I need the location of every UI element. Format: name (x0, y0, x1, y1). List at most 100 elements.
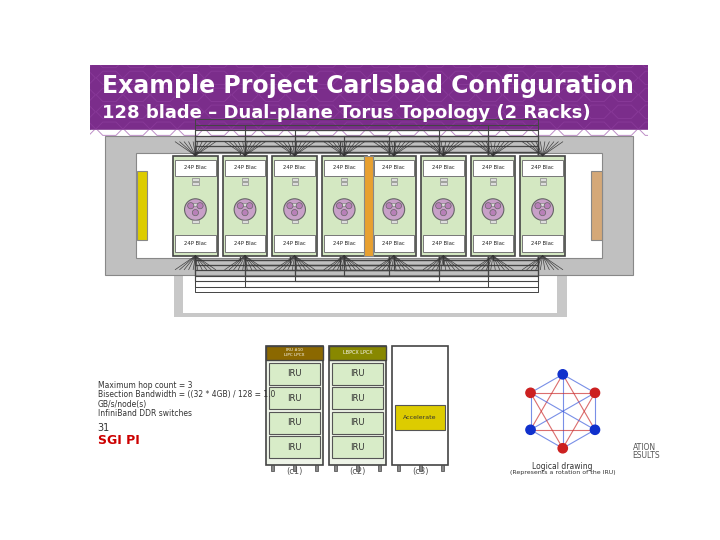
Circle shape (333, 199, 355, 220)
Text: 24P Blac: 24P Blac (184, 241, 207, 246)
Bar (332, 387, 382, 409)
Bar (225, 159, 265, 177)
Bar (539, 220, 546, 224)
Text: LBPCX LPCX: LBPCX LPCX (343, 350, 372, 355)
Text: ESULTS: ESULTS (632, 451, 660, 460)
Text: (Represents a rotation of the IRU): (Represents a rotation of the IRU) (510, 470, 616, 475)
Circle shape (558, 370, 567, 379)
Bar (332, 363, 382, 385)
Circle shape (192, 210, 199, 215)
Circle shape (590, 425, 600, 434)
Bar (341, 178, 347, 181)
Circle shape (495, 202, 500, 209)
Bar (421, 156, 466, 256)
Bar (269, 387, 320, 409)
Bar (341, 182, 347, 185)
Text: 24P Blac: 24P Blac (482, 241, 505, 246)
Circle shape (490, 210, 496, 215)
Circle shape (284, 199, 305, 220)
Text: InfiniBand DDR switches: InfiniBand DDR switches (98, 409, 192, 418)
Text: 24P Blac: 24P Blac (432, 241, 455, 246)
Text: 31: 31 (98, 422, 110, 433)
Bar (441, 220, 446, 224)
Bar (471, 156, 516, 256)
Bar (90, 65, 648, 130)
Text: GB/s/node(s): GB/s/node(s) (98, 400, 147, 409)
Bar (292, 220, 297, 224)
Text: Example Project Carlsbad Configuration: Example Project Carlsbad Configuration (102, 75, 634, 98)
Bar (539, 182, 546, 185)
Bar (391, 178, 397, 181)
Text: Maximum hop count = 3: Maximum hop count = 3 (98, 381, 192, 390)
Circle shape (526, 425, 535, 434)
Bar (104, 137, 634, 275)
Bar (183, 146, 557, 313)
Bar (116, 144, 622, 267)
Bar (392, 346, 449, 465)
Circle shape (287, 202, 293, 209)
Bar (490, 178, 496, 181)
Bar (173, 156, 218, 256)
Bar (374, 159, 414, 177)
Bar (356, 465, 359, 471)
Text: (c3): (c3) (412, 467, 428, 476)
Bar (329, 346, 386, 465)
Bar (192, 182, 199, 185)
Bar (242, 220, 248, 224)
Bar (473, 159, 513, 177)
Bar (137, 171, 148, 240)
Circle shape (558, 444, 567, 453)
Bar (523, 159, 563, 177)
Text: 24P Blac: 24P Blac (531, 241, 554, 246)
Bar (225, 235, 265, 252)
Text: 24P Blac: 24P Blac (283, 241, 306, 246)
Text: 128 blade – Dual-plane Torus Topology (2 Racks): 128 blade – Dual-plane Torus Topology (2… (102, 104, 590, 122)
Circle shape (395, 202, 402, 209)
Circle shape (441, 210, 446, 215)
Bar (315, 465, 318, 471)
Text: IRU: IRU (350, 418, 364, 427)
Text: 24P Blac: 24P Blac (233, 165, 256, 171)
Bar (372, 156, 416, 256)
Text: SGI PI: SGI PI (98, 434, 140, 448)
Bar (192, 202, 199, 206)
Bar (539, 178, 546, 181)
Bar (242, 202, 248, 206)
Text: 24P Blac: 24P Blac (382, 165, 405, 171)
Text: 24P Blac: 24P Blac (432, 165, 455, 171)
Text: IRU: IRU (287, 443, 302, 451)
Circle shape (590, 388, 600, 397)
Circle shape (539, 210, 546, 215)
Bar (418, 465, 422, 471)
Bar (266, 346, 323, 465)
Text: 24P Blac: 24P Blac (283, 165, 306, 171)
Bar (127, 152, 611, 260)
Bar (423, 235, 464, 252)
Circle shape (234, 199, 256, 220)
Bar (192, 178, 199, 181)
Text: IRU: IRU (287, 418, 302, 427)
Bar (397, 465, 400, 471)
Bar (441, 182, 446, 185)
Text: (c1): (c1) (287, 467, 303, 476)
Circle shape (238, 202, 243, 209)
Bar (175, 235, 215, 252)
Circle shape (526, 388, 535, 397)
Bar (174, 142, 567, 318)
Bar (324, 159, 364, 177)
Bar (364, 156, 373, 256)
Bar (490, 182, 496, 185)
Bar (242, 182, 248, 185)
Circle shape (197, 202, 203, 209)
Circle shape (532, 199, 554, 220)
Circle shape (246, 202, 253, 209)
Bar (441, 202, 446, 206)
Bar (175, 159, 215, 177)
Text: 24P Blac: 24P Blac (233, 241, 256, 246)
Bar (269, 411, 320, 434)
Circle shape (445, 202, 451, 209)
Circle shape (386, 202, 392, 209)
Bar (292, 178, 297, 181)
Bar (110, 140, 628, 271)
Bar (334, 465, 337, 471)
